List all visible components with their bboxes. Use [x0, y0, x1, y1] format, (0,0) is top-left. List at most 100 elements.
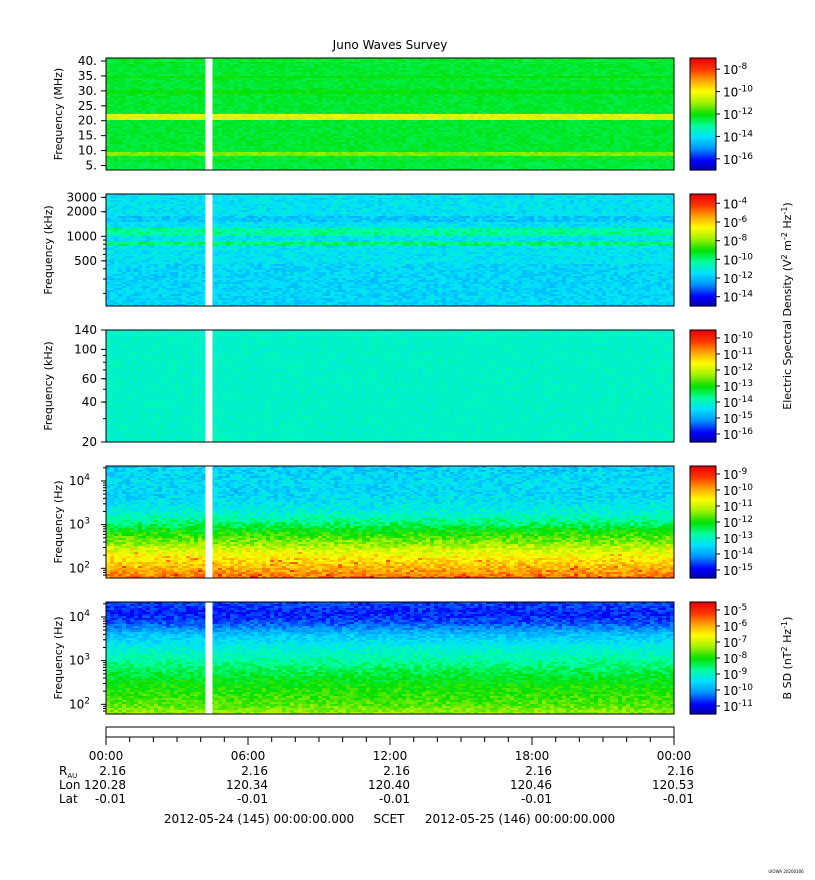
y-tick-label: 100 [74, 342, 97, 356]
y-tick-label: 20 [82, 435, 97, 449]
heatmap-cells [106, 602, 675, 715]
ephemeris-value: 120.28 [84, 778, 126, 792]
colorbar-tick-label: 10-12 [723, 515, 753, 530]
time-axis-bar [106, 727, 674, 737]
ephemeris-value: 2.16 [241, 764, 268, 778]
y-axis-label: Frequency (kHz) [42, 205, 55, 294]
ephemeris-value: -0.01 [95, 792, 126, 806]
heatmap-cells [106, 58, 675, 171]
y-tick-label: 40 [82, 395, 97, 409]
end-time: 2012-05-25 (146) 00:00:00.000 [425, 812, 615, 826]
colorbar-tick-label: 10-10 [723, 85, 753, 100]
y-tick-label: 20. [78, 114, 97, 128]
y-tick-label: 35. [78, 69, 97, 83]
y-tick-label: 104 [69, 473, 90, 488]
start-time: 2012-05-24 (145) 00:00:00.000 [164, 812, 354, 826]
chart-title: Juno Waves Survey [332, 38, 448, 52]
y-tick-label: 15. [78, 129, 97, 143]
data-gap [205, 602, 212, 714]
colorbar-tick-label: 10-6 [723, 215, 748, 230]
y-axis-label: Frequency (Hz) [52, 617, 65, 700]
colorbar-tick-label: 10-14 [723, 290, 753, 305]
data-gap [205, 466, 212, 578]
colorbar-tick-label: 10-16 [723, 427, 753, 442]
colorbar-tick-label: 10-11 [723, 699, 753, 714]
y-tick-label: 3000 [66, 190, 97, 204]
colorbar-tick-label: 10-12 [723, 363, 753, 378]
colorbar-tick-label: 10-10 [723, 683, 753, 698]
colorbar-tick-label: 10-15 [723, 563, 753, 578]
y-tick-label: 102 [69, 560, 90, 575]
colorbar-tick-label: 10-10 [723, 483, 753, 498]
ephemeris-value: 2.16 [667, 764, 694, 778]
colorbar-tick-label: 10-9 [723, 467, 748, 482]
colorbar-tick-label: 10-14 [723, 395, 753, 410]
ephemeris-value: 120.34 [226, 778, 268, 792]
colorbar-tick-label: 10-6 [723, 619, 748, 634]
ephemeris-value: 120.40 [368, 778, 410, 792]
colorbar-tick-label: 10-8 [723, 62, 748, 77]
ephemeris-value: -0.01 [521, 792, 552, 806]
y-tick-label: 2000 [66, 205, 97, 219]
colorbar-tick-label: 10-8 [723, 234, 748, 249]
data-gap [205, 58, 212, 170]
y-tick-label: 500 [74, 254, 97, 268]
y-axis-label: Frequency (MHz) [52, 68, 65, 160]
y-tick-label: 1000 [66, 229, 97, 243]
ephemeris-value: 2.16 [525, 764, 552, 778]
y-tick-label: 140 [74, 323, 97, 337]
ephemeris-value: 2.16 [383, 764, 410, 778]
time-tick-label: 00:00 [89, 749, 124, 763]
watermark: UIOWA 20200306 [768, 869, 804, 874]
ephemeris-value: 120.53 [652, 778, 694, 792]
colorbar-tick-label: 10-11 [723, 499, 753, 514]
y-tick-label: 30. [78, 84, 97, 98]
colorbar-tick-label: 10-4 [723, 196, 748, 211]
y-axis-label: Frequency (kHz) [42, 341, 55, 430]
time-tick-label: 06:00 [231, 749, 266, 763]
heatmap-cells [106, 194, 675, 307]
y-tick-label: 25. [78, 99, 97, 113]
colorbar: 10-8 10-10 10-12 10-14 10-16 [690, 58, 753, 171]
colorbar-tick-label: 10-10 [723, 331, 753, 346]
data-gap [205, 194, 212, 306]
ephemeris-value: -0.01 [379, 792, 410, 806]
y-tick-label: 102 [69, 696, 90, 711]
panel-1: 40.35.30.25.20.15.10.5.Frequency (MHz) 10… [52, 54, 753, 173]
magnetic-density-label: B SD (nT2 Hz-1) [780, 617, 794, 700]
heatmap-cells [106, 466, 675, 579]
time-tick-label: 00:00 [657, 749, 692, 763]
y-tick-label: 103 [69, 653, 90, 668]
ephemeris-value: -0.01 [237, 792, 268, 806]
colorbar-tick-label: 10-14 [723, 129, 753, 144]
electric-density-label: Electric Spectral Density (V2 m-2 Hz-1) [780, 202, 794, 409]
y-tick-label: 60 [82, 372, 97, 386]
data-gap [205, 330, 212, 442]
spectrogram-panels: 40.35.30.25.20.15.10.5.Frequency (MHz) 10… [42, 54, 794, 715]
ephemeris-label: Lon [59, 778, 80, 792]
y-tick-label: 5. [86, 159, 97, 173]
colorbar-tick-label: 10-11 [723, 347, 753, 362]
colorbar-tick-label: 10-13 [723, 531, 753, 546]
colorbar-tick-label: 10-16 [723, 152, 753, 167]
scet-label: SCET [374, 812, 406, 826]
y-tick-label: 10. [78, 144, 97, 158]
colorbar-tick-label: 10-13 [723, 379, 753, 394]
ephemeris-value: 2.16 [99, 764, 126, 778]
colorbar-tick-label: 10-14 [723, 547, 753, 562]
colorbar-tick-label: 10-12 [723, 107, 753, 122]
time-tick-label: 18:00 [515, 749, 550, 763]
ephemeris-value: -0.01 [663, 792, 694, 806]
colorbar-tick-label: 10-15 [723, 411, 753, 426]
y-tick-label: 104 [69, 609, 90, 624]
colorbar-tick-label: 10-12 [723, 271, 753, 286]
ephemeris-label: Lat [59, 792, 78, 806]
